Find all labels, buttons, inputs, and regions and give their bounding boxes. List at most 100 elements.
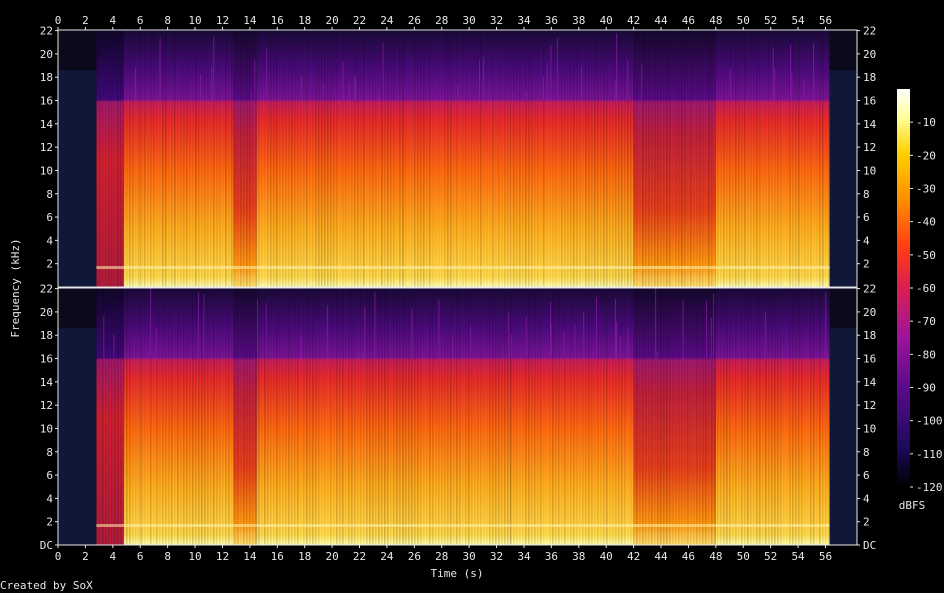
striation (723, 288, 725, 545)
striation (159, 288, 161, 545)
striation (177, 30, 179, 287)
striation (780, 30, 782, 287)
striation (705, 30, 707, 287)
striation (528, 30, 530, 287)
silence-region-1-0 (58, 70, 97, 288)
x-tick-label-bottom: 52 (764, 550, 777, 563)
striation (825, 30, 827, 287)
spike (265, 302, 267, 359)
striation (450, 30, 452, 287)
striation (537, 288, 539, 545)
striation (129, 288, 131, 545)
y-tick-label: 16 (40, 353, 53, 366)
striation (141, 30, 143, 287)
striation (420, 288, 422, 545)
x-tick-label-top: 46 (682, 14, 695, 27)
striation (813, 288, 815, 545)
striation (183, 30, 185, 287)
striation (276, 30, 278, 287)
striation (717, 30, 719, 287)
striation (489, 288, 491, 545)
x-tick-label-bottom: 26 (408, 550, 421, 563)
striation (594, 30, 596, 287)
striation (723, 30, 725, 287)
spike (550, 323, 552, 359)
striation (693, 288, 695, 545)
striation (183, 288, 185, 545)
striation (216, 30, 218, 287)
striation (330, 288, 332, 545)
striation (666, 288, 668, 545)
striation (264, 288, 266, 545)
striation (522, 30, 524, 287)
striation (648, 288, 650, 545)
striation (249, 288, 251, 545)
striation (366, 30, 368, 287)
striation (462, 288, 464, 545)
striation (288, 288, 290, 545)
x-tick-label-top: 50 (737, 14, 750, 27)
striation (444, 288, 446, 545)
x-tick-label-bottom: 4 (110, 550, 117, 563)
striation (330, 30, 332, 287)
striation (231, 288, 233, 545)
spike (211, 66, 213, 101)
spike (203, 294, 205, 359)
striation (321, 288, 323, 545)
striation (630, 288, 632, 545)
striation (438, 288, 440, 545)
spike (266, 49, 268, 101)
striation (387, 288, 389, 545)
striation (105, 288, 107, 545)
striation (222, 288, 224, 545)
striation (381, 288, 383, 545)
spike (508, 312, 510, 359)
x-tick-label-bottom: 16 (271, 550, 284, 563)
striation (573, 30, 575, 287)
y-tick-label: 8 (46, 446, 53, 459)
striation (195, 30, 197, 287)
striation (732, 30, 734, 287)
spike (275, 96, 277, 101)
striation (600, 30, 602, 287)
striation (381, 30, 383, 287)
striation (558, 30, 560, 287)
striation (408, 30, 410, 287)
striation (771, 288, 773, 545)
striation (423, 30, 425, 287)
x-tick-label-bottom: 54 (791, 550, 805, 563)
spike (729, 69, 731, 101)
striation (606, 30, 608, 287)
segment-1-4 (256, 30, 404, 287)
spike (103, 316, 105, 359)
striation (633, 30, 635, 287)
striation (111, 288, 113, 545)
x-tick-label-top: 22 (353, 14, 366, 27)
striation (729, 30, 731, 287)
y-tick-label-right: 8 (863, 446, 870, 459)
striation (387, 30, 389, 287)
striation (99, 30, 101, 287)
x-tick-label-bottom: 18 (298, 550, 311, 563)
striation (774, 288, 776, 545)
striation (426, 30, 428, 287)
striation (147, 30, 149, 287)
striation (402, 30, 404, 287)
x-tick-label-top: 34 (517, 14, 531, 27)
striation (459, 30, 461, 287)
striation (486, 288, 488, 545)
striation (540, 288, 542, 545)
striation (438, 30, 440, 287)
spike (342, 61, 344, 101)
striation (324, 288, 326, 545)
striation (165, 288, 167, 545)
striation (96, 288, 98, 545)
segment-1-1 (123, 30, 141, 287)
striation (321, 30, 323, 287)
x-tick-label-top: 42 (627, 14, 640, 27)
striation (258, 30, 260, 287)
striation (360, 288, 362, 545)
striation (144, 30, 146, 287)
striation (267, 288, 269, 545)
